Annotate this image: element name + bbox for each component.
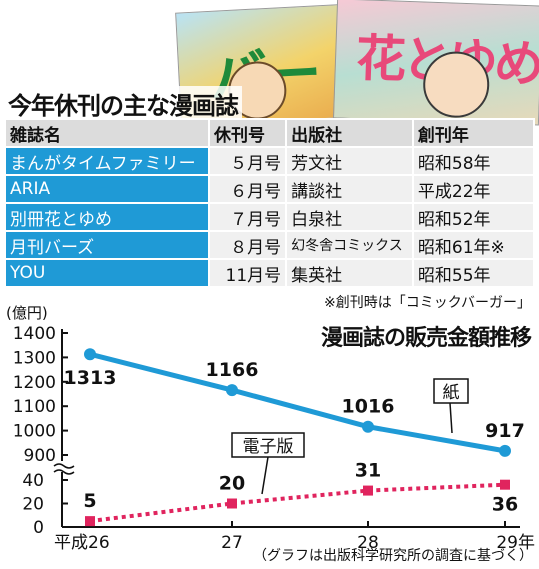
cell-publisher: 白泉社 (285, 202, 414, 232)
y-tick-label: 1100 (13, 397, 56, 417)
header-founded: 創刊年 (411, 118, 536, 148)
cell-issue: 11月号 (207, 258, 288, 288)
data-point-paper (499, 444, 511, 457)
data-point-digital (500, 479, 510, 490)
y-tick-label: 40 (22, 471, 44, 491)
data-label-paper: 1313 (64, 367, 117, 389)
x-tick-label: 28 (357, 533, 379, 553)
series-name-paper: 紙 (443, 383, 460, 403)
cell-founded: 昭和61年※ (411, 230, 536, 260)
data-label-digital: 5 (83, 490, 96, 512)
y-tick-label: 1400 (13, 324, 56, 344)
table-row: ARIA ６月号 講談社 平成22年 (4, 174, 536, 204)
cell-publisher: 幻冬舎コミックス (285, 230, 414, 260)
data-label-paper: 1166 (206, 359, 259, 381)
x-tick-label: 29年 (496, 533, 535, 553)
series-name-digital: 電子版 (243, 437, 294, 457)
data-point-paper (84, 348, 96, 361)
header-publisher: 出版社 (285, 118, 414, 148)
cell-issue: ７月号 (207, 202, 288, 232)
cell-name: 別冊花とゆめ (4, 202, 210, 232)
series-label-box-digital (231, 432, 305, 458)
data-label-paper: 917 (485, 420, 525, 442)
axis-break-mark (53, 463, 75, 475)
table-row: YOU 11月号 集英社 昭和55年 (4, 258, 536, 288)
series-label-leader-digital (261, 456, 269, 495)
data-label-paper: 1016 (342, 396, 395, 418)
table-footnote: ※創刊時は「コミックバーガー」 (323, 295, 531, 311)
data-label-digital: 31 (355, 460, 381, 482)
magazine-table: 雑誌名 休刊号 出版社 創刊年 まんがタイムファミリー ５月号 芳文社 昭和58… (4, 118, 536, 288)
cell-name: まんがタイムファミリー (4, 146, 210, 176)
series-label-leader-paper (449, 402, 453, 434)
y-axis-unit: (億円) (6, 304, 48, 322)
table-header-row: 雑誌名 休刊号 出版社 創刊年 (4, 118, 536, 148)
cell-publisher: 集英社 (285, 258, 414, 288)
cell-founded: 昭和52年 (411, 202, 536, 232)
cell-name: YOU (4, 258, 210, 288)
cell-name: ARIA (4, 174, 210, 204)
cell-founded: 昭和55年 (411, 258, 536, 288)
data-point-digital (227, 498, 237, 509)
cell-publisher: 講談社 (285, 174, 414, 204)
table-row: 月刊バーズ ８月号 幻冬舎コミックス 昭和61年※ (4, 230, 536, 260)
data-point-digital (363, 485, 373, 496)
series-label-box-paper (433, 378, 469, 404)
y-tick-label: 900 (24, 446, 56, 466)
cell-publisher: 芳文社 (285, 146, 414, 176)
cell-name: 月刊バーズ (4, 230, 210, 260)
cell-founded: 平成22年 (411, 174, 536, 204)
series-line-digital (89, 482, 506, 524)
chart-source: （グラフは出版科学研究所の調査に基づく） (253, 548, 533, 564)
data-label-digital: 20 (219, 473, 245, 495)
x-tick-label: 27 (221, 533, 243, 553)
cell-issue: ６月号 (207, 174, 288, 204)
y-tick-label: 1200 (13, 373, 56, 393)
table-row: まんがタイムファミリー ５月号 芳文社 昭和58年 (4, 146, 536, 176)
header-issue: 休刊号 (207, 118, 288, 148)
y-tick-label: 1300 (13, 348, 56, 368)
chart-title: 漫画誌の販売金額推移 (320, 326, 532, 351)
table-row: 別冊花とゆめ ７月号 白泉社 昭和52年 (4, 202, 536, 232)
data-label-digital: 36 (492, 494, 518, 516)
data-point-paper (362, 420, 374, 433)
table-title: 今年休刊の主な漫画誌 (4, 86, 242, 121)
header-name: 雑誌名 (4, 118, 210, 148)
cell-founded: 昭和58年 (411, 146, 536, 176)
data-point-digital (85, 516, 95, 527)
y-tick-label: 1000 (13, 422, 56, 442)
data-point-paper (226, 384, 238, 397)
x-tick-label: 平成26 (54, 533, 110, 553)
series-line-paper (89, 351, 506, 454)
y-tick-label: 20 (22, 495, 44, 515)
y-tick-label: 0 (33, 518, 44, 538)
cell-issue: ５月号 (207, 146, 288, 176)
cell-issue: ８月号 (207, 230, 288, 260)
